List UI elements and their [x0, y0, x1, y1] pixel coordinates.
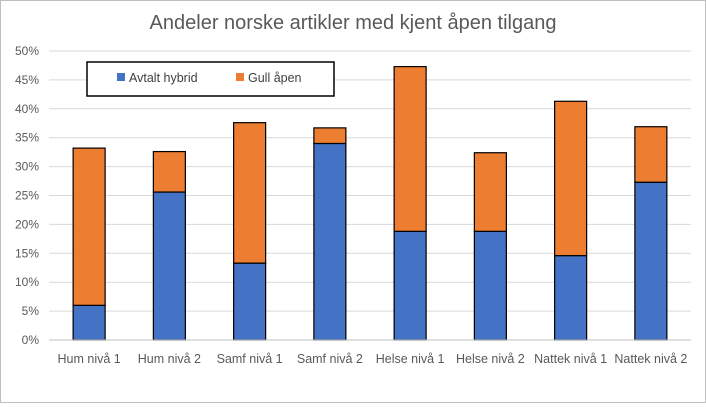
y-tick-label: 45% [15, 73, 39, 87]
y-tick-label: 5% [22, 304, 40, 318]
bar-segment-avtalt-hybrid [72, 304, 106, 341]
bar-segment-gull-apen [152, 150, 186, 193]
x-category-label: Helse nivå 1 [376, 352, 445, 366]
legend-swatch-avtalt-hybrid [117, 73, 125, 81]
bar-segment-gull-apen [72, 147, 106, 306]
bar-segment-gull-apen [634, 126, 668, 183]
bar-segment-gull-apen [554, 100, 588, 257]
x-category-label: Nattek nivå 2 [614, 352, 687, 366]
y-tick-label: 25% [15, 189, 39, 203]
x-category-label: Nattek nivå 1 [534, 352, 607, 366]
bar-segment-avtalt-hybrid [233, 262, 267, 341]
legend-box [86, 61, 335, 97]
bar-segment-gull-apen [233, 122, 267, 264]
legend-label-gull-apen: Gull åpen [248, 71, 302, 85]
x-category-label: Helse nivå 2 [456, 352, 525, 366]
y-tick-label: 15% [15, 246, 39, 260]
x-category-label: Samf nivå 1 [217, 352, 283, 366]
x-category-label: Samf nivå 2 [297, 352, 363, 366]
bar-segment-gull-apen [473, 152, 507, 232]
legend-label-avtalt-hybrid: Avtalt hybrid [129, 71, 198, 85]
bar-segment-avtalt-hybrid [393, 230, 427, 341]
y-tick-label: 30% [15, 160, 39, 174]
bar-segment-avtalt-hybrid [554, 255, 588, 341]
y-tick-label: 35% [15, 131, 39, 145]
bar-segment-avtalt-hybrid [313, 142, 347, 341]
x-category-label: Hum nivå 2 [138, 352, 201, 366]
legend-swatch-gull-apen [236, 73, 244, 81]
chart-title: Andeler norske artikler med kjent åpen t… [150, 12, 557, 34]
bars [72, 66, 668, 341]
bar-segment-avtalt-hybrid [634, 181, 668, 341]
bar-segment-gull-apen [393, 66, 427, 232]
y-tick-label: 0% [22, 333, 40, 347]
x-category-label: Hum nivå 1 [58, 352, 121, 366]
y-tick-label: 40% [15, 102, 39, 116]
y-tick-label: 20% [15, 217, 39, 231]
bar-segment-avtalt-hybrid [473, 230, 507, 341]
legend: Avtalt hybrid Gull åpen [86, 61, 335, 97]
y-tick-label: 50% [15, 44, 39, 58]
axes: 0% 5% 10% 15% 20% 25% 30% 35% 40% 45% 50% Hum nivå … [15, 44, 691, 366]
bar-segment-gull-apen [313, 127, 347, 145]
y-tick-label: 10% [15, 275, 39, 289]
bar-segment-avtalt-hybrid [152, 191, 186, 341]
